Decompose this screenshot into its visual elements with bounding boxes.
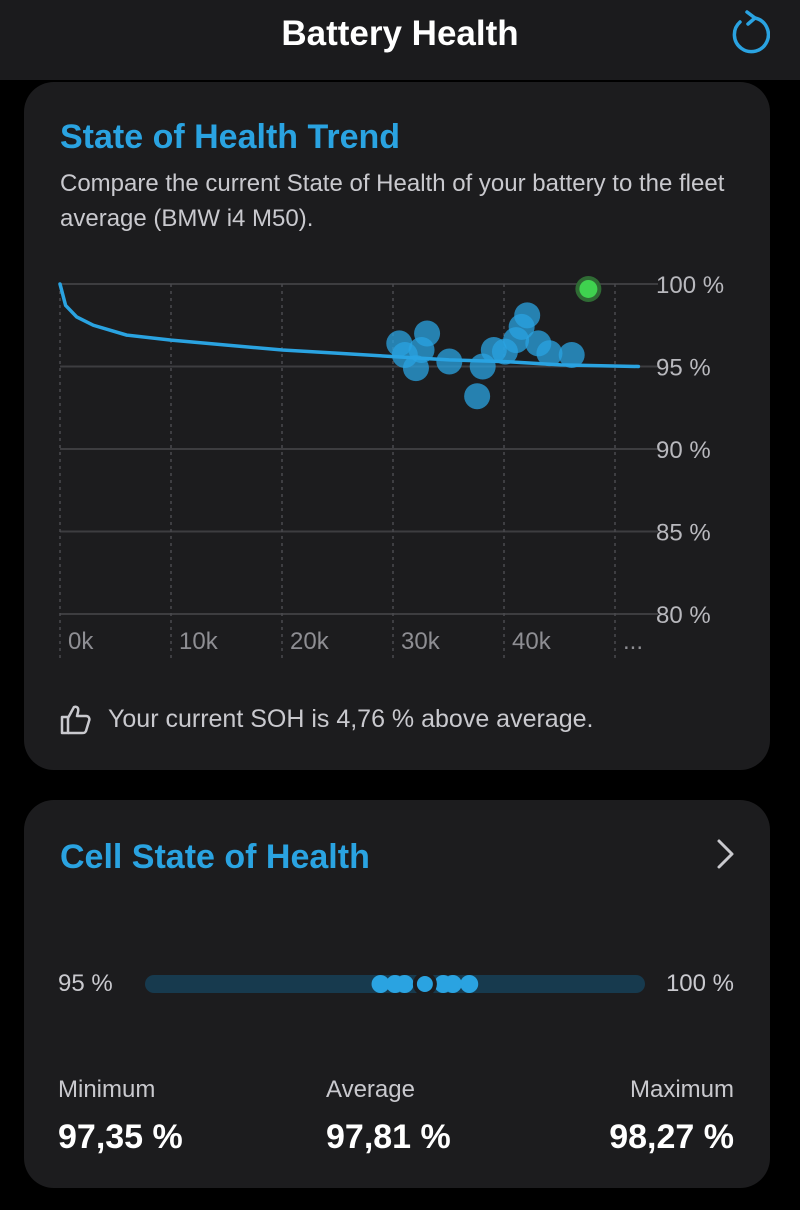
cell-value-marker	[443, 975, 462, 993]
x-tick-label: 10k	[179, 628, 219, 655]
comparison-summary: Your current SOH is 4,76 % above average…	[58, 699, 593, 739]
minimum-label: Minimum	[58, 1076, 156, 1103]
thumbs-up-icon	[60, 705, 91, 735]
x-tick-label: 30k	[401, 628, 441, 655]
average-marker	[416, 976, 433, 992]
y-tick-label: 100 %	[656, 272, 724, 299]
cell-soh-card[interactable]: Cell State of Health 95 % 100 % Minimum …	[24, 800, 770, 1188]
measurement-point	[525, 330, 552, 357]
measurement-point	[402, 355, 429, 382]
measurement-point	[480, 337, 507, 363]
current-vehicle-point	[579, 279, 598, 298]
refresh-icon	[732, 10, 771, 54]
measurement-point	[436, 348, 463, 375]
card-title-soh-trend: State of Health Trend	[60, 118, 401, 156]
chevron-right-icon	[717, 839, 734, 869]
navigation-bar: Battery Health	[0, 0, 800, 80]
x-tick-label: 40k	[512, 628, 552, 655]
open-details-button[interactable]	[714, 834, 738, 874]
cell-soh-range-bar	[145, 972, 645, 996]
y-tick-label: 80 %	[656, 602, 711, 629]
cell-value-marker	[395, 975, 414, 993]
y-tick-label: 85 %	[656, 520, 711, 547]
minimum-value: 97,35 %	[58, 1118, 183, 1156]
measurement-point	[514, 302, 541, 329]
average-label: Average	[326, 1076, 415, 1103]
y-tick-label: 90 %	[656, 437, 711, 464]
x-tick-label: ...	[623, 628, 643, 655]
page-title: Battery Health	[281, 14, 519, 53]
measurement-point	[464, 383, 491, 410]
x-tick-label: 0k	[68, 628, 94, 655]
range-min-label: 95 %	[58, 970, 113, 997]
maximum-value: 98,27 %	[609, 1118, 734, 1156]
average-value: 97,81 %	[326, 1118, 451, 1156]
soh-trend-card: State of Health Trend Compare the curren…	[24, 82, 770, 770]
range-max-label: 100 %	[665, 970, 734, 997]
refresh-button[interactable]	[724, 8, 771, 58]
soh-trend-chart: 100 % 95 % 90 % 85 % 80 % 0k 10k 20k 30k 40k...	[58, 272, 724, 658]
card-description: Compare the current State of Health of y…	[60, 170, 725, 232]
x-tick-label: 20k	[290, 628, 330, 655]
comparison-text: Your current SOH is 4,76 % above average…	[108, 704, 594, 733]
cell-value-marker	[371, 975, 390, 993]
card-title-cell-soh: Cell State of Health	[60, 838, 370, 876]
y-tick-label: 95 %	[656, 355, 711, 382]
measurement-point	[558, 341, 585, 368]
maximum-label: Maximum	[629, 1076, 734, 1103]
cell-value-marker	[460, 975, 479, 993]
